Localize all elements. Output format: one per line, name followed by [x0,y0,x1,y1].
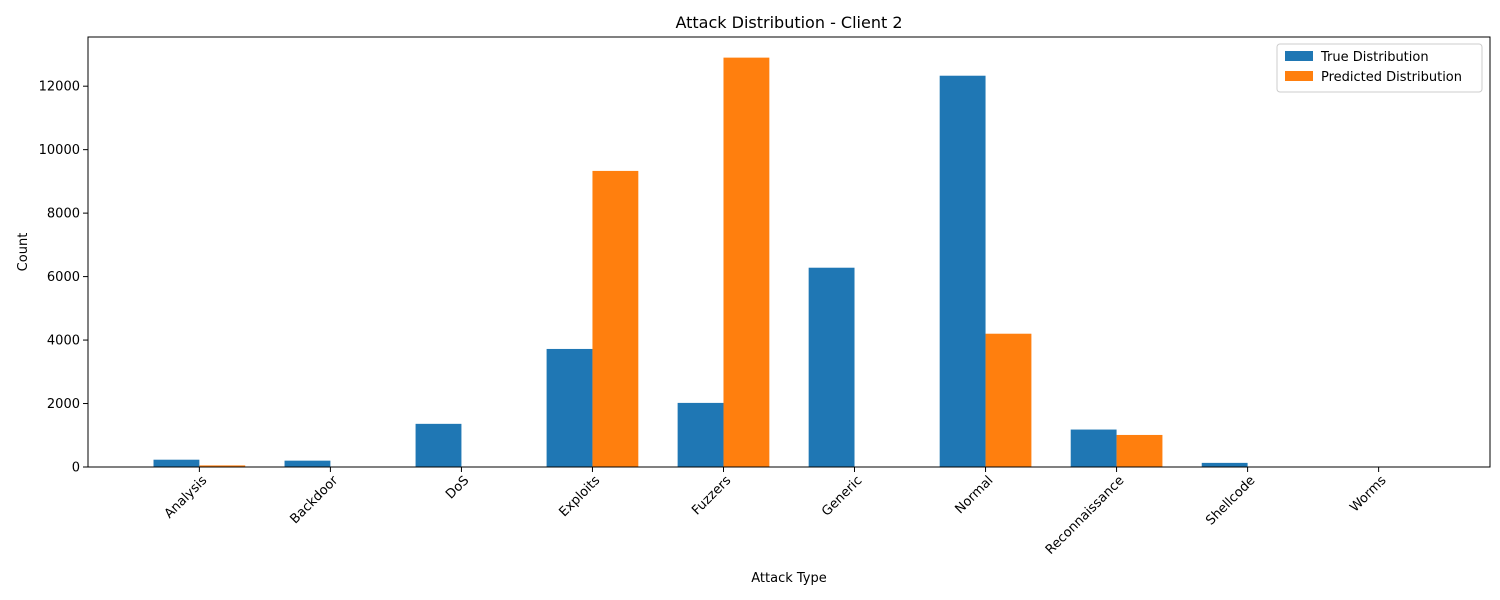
x-axis-label: Attack Type [751,571,827,586]
x-tick-label-generic: Generic [819,473,865,519]
bar-predicted-reconnaissance [1117,435,1163,467]
y-axis: 0 2000 4000 6000 8000 10000 12000 [39,80,88,476]
x-axis: Analysis Backdoor DoS Exploits Fuzzers Generi… [162,467,1390,558]
y-tick-label: 4000 [47,334,80,349]
y-tick-label: 10000 [39,143,80,158]
bar-true-backdoor [285,461,331,467]
legend-swatch-true [1285,51,1313,61]
y-axis-label: Count [16,233,31,272]
bars-layer [154,58,1379,467]
bar-true-dos [416,424,462,467]
y-tick-label: 0 [72,461,80,476]
x-tick-label-exploits: Exploits [556,473,603,520]
legend-swatch-predicted [1285,71,1313,81]
bar-predicted-exploits [592,171,638,467]
bar-predicted-fuzzers [723,58,769,467]
plot-frame [88,37,1490,467]
x-tick-label-worms: Worms [1347,473,1389,515]
x-tick-label-dos: DoS [443,473,472,502]
bar-true-fuzzers [678,403,724,467]
bar-true-generic [809,268,855,467]
x-tick-label-normal: Normal [952,473,996,517]
y-tick-label: 12000 [39,80,80,95]
x-tick-label-shellcode: Shellcode [1203,473,1258,528]
legend-label-true: True Distribution [1320,50,1429,65]
x-tick-label-analysis: Analysis [162,473,211,522]
bar-true-shellcode [1202,463,1248,467]
x-tick-label-backdoor: Backdoor [287,473,341,527]
x-tick-label-fuzzers: Fuzzers [689,473,734,518]
x-tick-label-reconnaissance: Reconnaissance [1043,473,1128,558]
bar-predicted-normal [986,334,1032,467]
legend-label-predicted: Predicted Distribution [1321,70,1462,85]
chart-title: Attack Distribution - Client 2 [675,13,902,32]
bar-true-normal [940,76,986,467]
bar-true-analysis [154,460,200,467]
y-tick-label: 8000 [47,207,80,222]
bar-true-reconnaissance [1071,430,1117,467]
y-tick-label: 6000 [47,270,80,285]
legend: True Distribution Predicted Distribution [1277,44,1482,92]
y-tick-label: 2000 [47,397,80,412]
bar-true-exploits [547,349,593,467]
